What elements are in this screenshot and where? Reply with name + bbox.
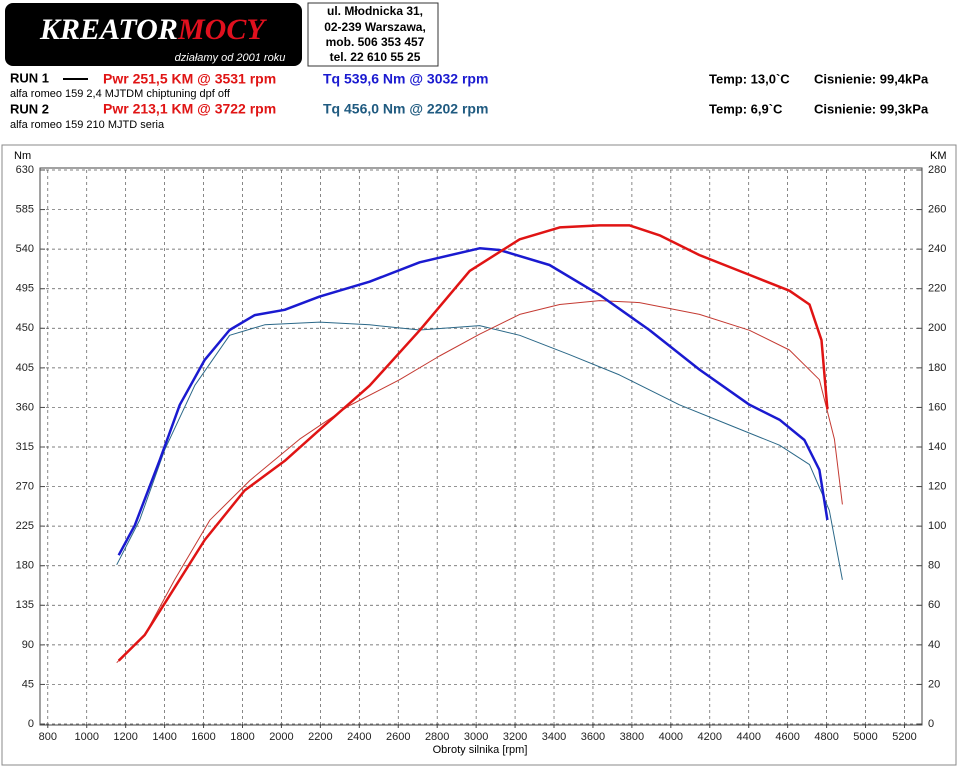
series-line (116, 300, 843, 664)
y2-tick-label: 240 (928, 243, 946, 255)
y-tick-label: 270 (16, 480, 34, 492)
chart-frame (1, 144, 957, 766)
y2-tick-label: 60 (928, 599, 940, 611)
y2-tick-label: 180 (928, 362, 946, 374)
x-tick-label: 4600 (775, 731, 799, 743)
address-line: tel. 22 610 55 25 (330, 50, 421, 64)
x-tick-label: 3600 (581, 731, 605, 743)
x-tick-label: 4800 (814, 731, 838, 743)
x-tick-label: 5200 (892, 731, 916, 743)
y2-axis-label: KM (930, 150, 947, 162)
y2-tick-label: 160 (928, 401, 946, 413)
y-tick-label: 45 (22, 678, 34, 690)
run-temp: Temp: 13,0`C (709, 71, 790, 86)
run-description: alfa romeo 159 2,4 MJTDM chiptuning dpf … (10, 88, 231, 100)
y-tick-label: 135 (16, 599, 34, 611)
run-label: RUN 1 (10, 70, 49, 85)
y2-tick-label: 280 (928, 164, 946, 176)
y-tick-label: 315 (16, 441, 34, 453)
tagline: działamy od 2001 roku (175, 52, 286, 64)
y2-tick-label: 40 (928, 639, 940, 651)
y-tick-label: 495 (16, 283, 34, 295)
y2-tick-label: 120 (928, 480, 946, 492)
x-tick-label: 2000 (269, 731, 293, 743)
x-tick-label: 2800 (425, 731, 449, 743)
x-tick-label: 4400 (736, 731, 760, 743)
y-axis-label: Nm (14, 150, 31, 162)
y2-tick-label: 140 (928, 441, 946, 453)
y-tick-label: 540 (16, 243, 34, 255)
x-tick-label: 3400 (542, 731, 566, 743)
x-tick-label: 800 (39, 731, 57, 743)
y-tick-label: 180 (16, 560, 34, 572)
x-tick-label: 1600 (191, 731, 215, 743)
x-tick-label: 5000 (853, 731, 877, 743)
x-tick-label: 4000 (659, 731, 683, 743)
run-torque: Tq 456,0 Nm @ 2202 rpm (323, 101, 488, 117)
x-tick-label: 2400 (347, 731, 371, 743)
address-box (307, 2, 439, 67)
address-line: mob. 506 353 457 (326, 35, 425, 49)
run-pressure: Cisnienie: 99,4kPa (814, 71, 929, 86)
y2-tick-label: 220 (928, 283, 946, 295)
x-tick-label: 3000 (464, 731, 488, 743)
y-tick-label: 90 (22, 639, 34, 651)
y-tick-label: 0 (28, 718, 34, 730)
address-line: 02-239 Warszawa, (324, 20, 426, 34)
y-tick-label: 405 (16, 362, 34, 374)
x-tick-label: 2600 (386, 731, 410, 743)
y-tick-label: 585 (16, 203, 34, 215)
run-torque: Tq 539,6 Nm @ 3032 rpm (323, 71, 488, 87)
y-tick-label: 360 (16, 401, 34, 413)
logo-left: KREATOR (39, 13, 178, 46)
series-line (117, 247, 829, 556)
run-label: RUN 2 (10, 101, 49, 116)
run-power: Pwr 213,1 KM @ 3722 rpm (103, 101, 276, 117)
address-line: ul. Młodnicka 31, (327, 4, 423, 18)
series-line (117, 224, 829, 662)
x-tick-label: 2200 (308, 731, 332, 743)
x-tick-label: 1000 (74, 731, 98, 743)
y2-tick-label: 200 (928, 322, 946, 334)
y2-tick-label: 260 (928, 203, 946, 215)
y2-tick-label: 20 (928, 678, 940, 690)
y-tick-label: 450 (16, 322, 34, 334)
plot-frame (39, 167, 923, 726)
x-tick-label: 1800 (230, 731, 254, 743)
x-tick-label: 1400 (152, 731, 176, 743)
x-tick-label: 3200 (503, 731, 527, 743)
y-tick-label: 225 (16, 520, 34, 532)
y2-tick-label: 80 (928, 560, 940, 572)
logo-box (5, 3, 302, 66)
logo-right: MOCY (177, 13, 267, 46)
y2-tick-label: 0 (928, 718, 934, 730)
run-description: alfa romeo 159 210 MJTD seria (10, 119, 165, 131)
series-line (116, 321, 843, 580)
x-tick-label: 1200 (113, 731, 137, 743)
run-power: Pwr 251,5 KM @ 3531 rpm (103, 71, 276, 87)
run-pressure: Cisnienie: 99,3kPa (814, 101, 929, 116)
x-tick-label: 3800 (620, 731, 644, 743)
x-axis-label: Obroty silnika [rpm] (433, 744, 528, 756)
x-tick-label: 4200 (698, 731, 722, 743)
y2-tick-label: 100 (928, 520, 946, 532)
y-tick-label: 630 (16, 164, 34, 176)
run-temp: Temp: 6,9`C (709, 101, 783, 116)
